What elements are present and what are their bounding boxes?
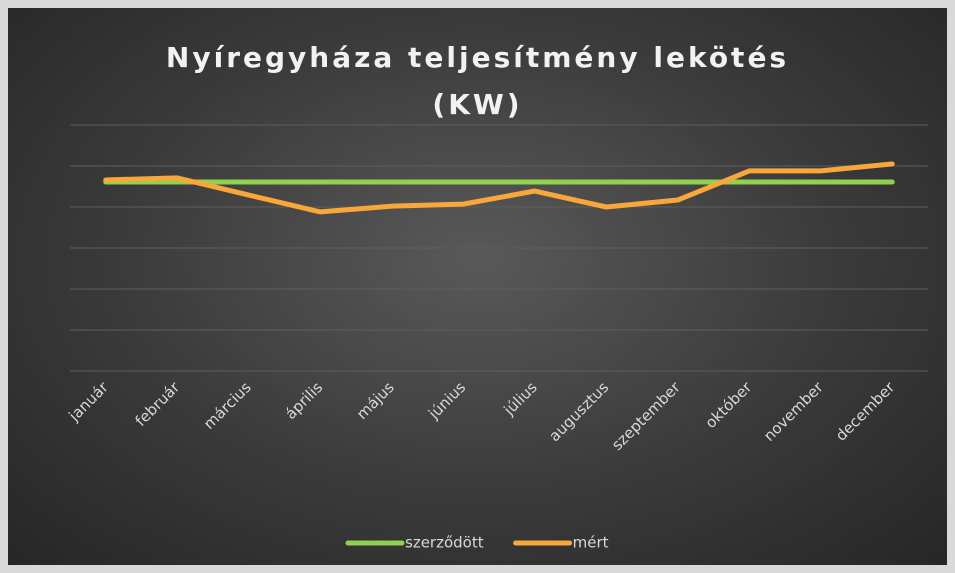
x-tick-label: október: [702, 378, 756, 432]
x-tick-label: augusztus: [545, 378, 612, 445]
x-tick-label: február: [132, 378, 184, 430]
chart-area: január február március április május június jú…: [8, 8, 947, 565]
chart-title: Nyíregyháza teljesítmény lekötés (KW): [165, 41, 790, 121]
x-tick-label: szeptember: [608, 378, 684, 454]
x-tick-label: április: [282, 378, 327, 423]
legend-label: mért: [573, 534, 609, 552]
chart: január február március április május június jú…: [65, 124, 928, 552]
x-tick-label: június: [424, 378, 469, 423]
x-tick-label: július: [500, 378, 541, 419]
series-line: [103, 161, 895, 215]
x-tick-label: május: [353, 378, 398, 423]
x-tick-label: március: [200, 378, 255, 433]
x-tick-label: december: [832, 378, 899, 445]
x-tick-label: november: [760, 378, 827, 445]
x-tick-label: január: [65, 378, 113, 426]
legend-label: szerződött: [405, 534, 484, 552]
